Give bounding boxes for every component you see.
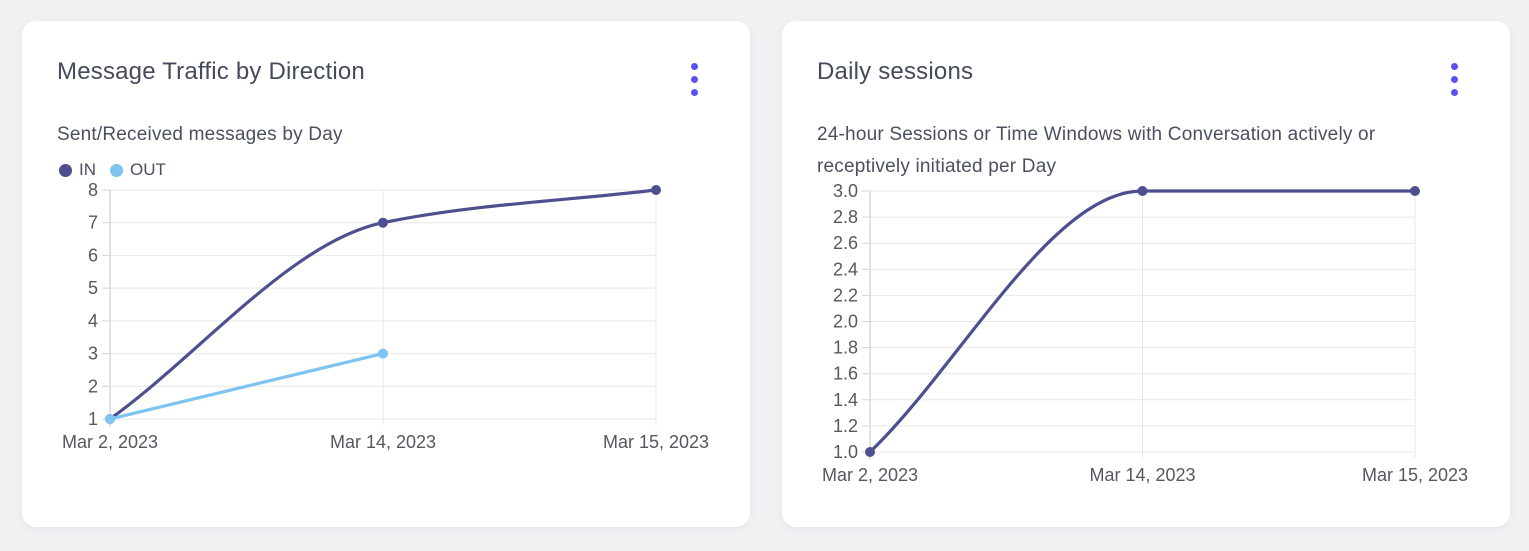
y-tick-label: 1.6: [833, 364, 858, 384]
line-chart-daily-sessions: 1.0 1.2 1.4 1.6 1.8 2.0 2.2 2.4 2.6 2.8 3.0 Mar 2, …: [822, 181, 1468, 485]
y-tick-label: 1.2: [833, 416, 858, 436]
x-tick-label: Mar 14, 2023: [1089, 465, 1195, 485]
data-point-marker[interactable]: [1410, 186, 1420, 196]
legend-label-in: IN: [79, 160, 96, 179]
kebab-menu-icon[interactable]: [1440, 57, 1468, 101]
y-tick-label: 1.0: [833, 442, 858, 462]
y-tick-label: 1: [88, 409, 98, 429]
y-tick-label: 8: [88, 180, 98, 200]
y-tick-label: 2.6: [833, 233, 858, 253]
card-title-daily-sessions: Daily sessions: [817, 58, 974, 85]
kebab-dot: [1450, 75, 1458, 83]
y-tick-label: 2.4: [833, 259, 858, 279]
x-tick-label: Mar 2, 2023: [62, 432, 158, 452]
y-tick-label: 3: [88, 344, 98, 364]
x-tick-label: Mar 15, 2023: [603, 432, 709, 452]
y-tick-label: 3.0: [833, 181, 858, 201]
y-tick-label: 2.8: [833, 207, 858, 227]
y-tick-label: 1.4: [833, 390, 858, 410]
kebab-dot: [690, 62, 698, 70]
data-point-marker[interactable]: [378, 217, 388, 228]
y-tick-label: 7: [88, 213, 98, 233]
card-message-traffic: Message Traffic by Direction Sent/Receiv…: [22, 21, 750, 527]
data-point-marker[interactable]: [378, 348, 388, 359]
legend-dot-out: [110, 163, 123, 177]
data-point-marker[interactable]: [1137, 186, 1148, 196]
card-subtitle-message-traffic: Sent/Received messages by Day: [57, 124, 343, 145]
card-title-message-traffic: Message Traffic by Direction: [57, 58, 365, 85]
card-daily-sessions: Daily sessions 24-hour Sessions or Time …: [782, 21, 1510, 527]
line-chart-message-traffic: 1 2 3 4 5 6 7 8 Mar 2, 2023 Mar 14, 2023 Mar 15, 2…: [62, 180, 709, 452]
y-tick-label: 2.0: [833, 312, 858, 332]
kebab-dot: [1450, 62, 1458, 70]
y-tick-label: 2: [88, 376, 98, 396]
x-tick-label: Mar 14, 2023: [330, 432, 436, 452]
data-point-marker[interactable]: [865, 447, 875, 457]
chart-legend: IN OUT: [59, 160, 166, 180]
kebab-dot: [1450, 88, 1458, 96]
kebab-dot: [690, 88, 698, 96]
legend-item-in: IN: [59, 160, 96, 180]
y-tick-label: 4: [88, 311, 98, 331]
legend-dot-in: [59, 163, 72, 177]
card-subtitle-daily-sessions: 24-hour Sessions or Time Windows with Co…: [817, 124, 1376, 177]
legend-item-out: OUT: [110, 160, 166, 180]
x-tick-label: Mar 2, 2023: [822, 465, 918, 485]
data-point-marker[interactable]: [105, 414, 115, 424]
y-tick-label: 1.8: [833, 338, 858, 358]
legend-label-out: OUT: [130, 160, 166, 179]
x-tick-label: Mar 15, 2023: [1362, 465, 1468, 485]
y-tick-label: 6: [88, 245, 98, 265]
kebab-menu-icon[interactable]: [680, 57, 708, 101]
line-series-out: [108, 351, 385, 421]
line-series: [868, 189, 1417, 454]
kebab-dot: [690, 75, 698, 83]
y-tick-label: 2.2: [833, 285, 858, 305]
data-point-marker[interactable]: [651, 185, 661, 195]
y-tick-label: 5: [88, 278, 98, 298]
